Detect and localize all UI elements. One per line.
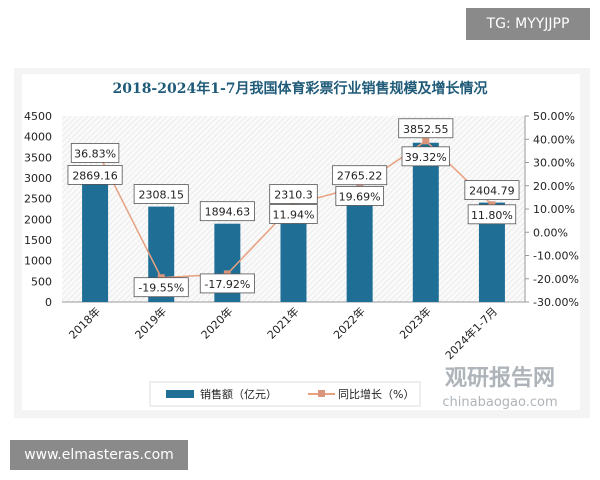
bar bbox=[412, 142, 439, 302]
bar-label-box bbox=[398, 118, 454, 139]
y-right-tick: 30.00% bbox=[533, 157, 575, 170]
bar-label-box bbox=[269, 184, 318, 204]
growth-label: 11.94% bbox=[273, 208, 315, 221]
bar bbox=[82, 183, 109, 302]
x-tick: 2020年 bbox=[198, 304, 235, 341]
y-right-tick: 10.00% bbox=[533, 203, 575, 216]
chart-title: 2018-2024年1-7月我国体育彩票行业销售规模及增长情况 bbox=[112, 80, 487, 97]
y-right-tick: 40.00% bbox=[533, 133, 575, 146]
x-tick: 2023年 bbox=[396, 304, 433, 341]
growth-label-box bbox=[467, 204, 517, 225]
logo-sub: chinabaogao.com bbox=[442, 395, 557, 410]
y-left-tick: 0 bbox=[45, 296, 52, 309]
growth-label: 19.69% bbox=[339, 190, 381, 203]
growth-label: 36.83% bbox=[74, 147, 116, 160]
growth-label: -17.92% bbox=[204, 278, 250, 291]
growth-label: -19.55% bbox=[138, 282, 184, 295]
legend bbox=[149, 381, 421, 407]
y-right-tick: -20.00% bbox=[533, 273, 579, 286]
bar-label-box bbox=[199, 201, 255, 222]
growth-label: 11.80% bbox=[471, 209, 513, 222]
y-right-tick: 50.00% bbox=[533, 110, 575, 123]
watermark-bottom: www.elmasteras.com bbox=[10, 440, 188, 470]
x-tick: 2019年 bbox=[132, 304, 169, 341]
growth-label-box bbox=[269, 204, 318, 224]
y-left-tick: 1000 bbox=[24, 255, 52, 268]
x-tick: 2022年 bbox=[330, 304, 367, 341]
bar-label-box bbox=[67, 165, 123, 185]
bar-label-box bbox=[464, 180, 520, 201]
bar-label: 2869.16 bbox=[72, 169, 118, 182]
bar-label: 2765.22 bbox=[337, 170, 383, 183]
bar-label-box bbox=[332, 165, 388, 186]
y-left-tick: 2000 bbox=[24, 213, 52, 226]
bar-label: 1894.63 bbox=[205, 206, 251, 219]
y-right-tick: -30.00% bbox=[533, 296, 579, 309]
growth-label: 39.32% bbox=[405, 151, 447, 164]
legend-line-marker bbox=[318, 390, 325, 397]
y-left-tick: 4500 bbox=[24, 110, 52, 123]
line-marker bbox=[422, 137, 430, 145]
growth-label-box bbox=[199, 273, 255, 294]
bar bbox=[346, 187, 373, 302]
legend-bar-label: 销售额（亿元） bbox=[200, 387, 277, 401]
growth-label-box bbox=[401, 146, 450, 167]
x-tick: 2018年 bbox=[66, 304, 103, 341]
logo-text: 观研报告网 bbox=[445, 366, 555, 391]
y-left-tick: 1500 bbox=[24, 234, 52, 247]
bar-label-box bbox=[133, 184, 189, 204]
bar-label: 2404.79 bbox=[469, 185, 515, 198]
growth-label-box bbox=[133, 277, 189, 298]
growth-label-box bbox=[70, 143, 120, 163]
bar-label: 2310.3 bbox=[274, 189, 313, 202]
y-right-tick: -10.00% bbox=[533, 250, 579, 263]
bar-label: 3852.55 bbox=[403, 123, 449, 136]
bar-label: 2308.15 bbox=[138, 189, 184, 202]
x-tick: 2021年 bbox=[264, 304, 301, 341]
y-left-tick: 500 bbox=[31, 275, 52, 288]
y-left-tick: 2500 bbox=[24, 193, 52, 206]
x-tick: 2024年1-7月 bbox=[442, 304, 500, 362]
legend-line-label: 同比增长（%） bbox=[338, 387, 414, 401]
y-left-tick: 3500 bbox=[24, 151, 52, 164]
legend-bar-swatch bbox=[166, 390, 194, 398]
growth-label-box bbox=[335, 186, 384, 206]
y-right-tick: 20.00% bbox=[533, 180, 575, 193]
y-left-tick: 3000 bbox=[24, 172, 52, 185]
watermark-top: TG: MYYJJPP bbox=[466, 8, 590, 40]
y-right-tick: 0.00% bbox=[533, 226, 568, 239]
y-left-tick: 4000 bbox=[24, 131, 52, 144]
